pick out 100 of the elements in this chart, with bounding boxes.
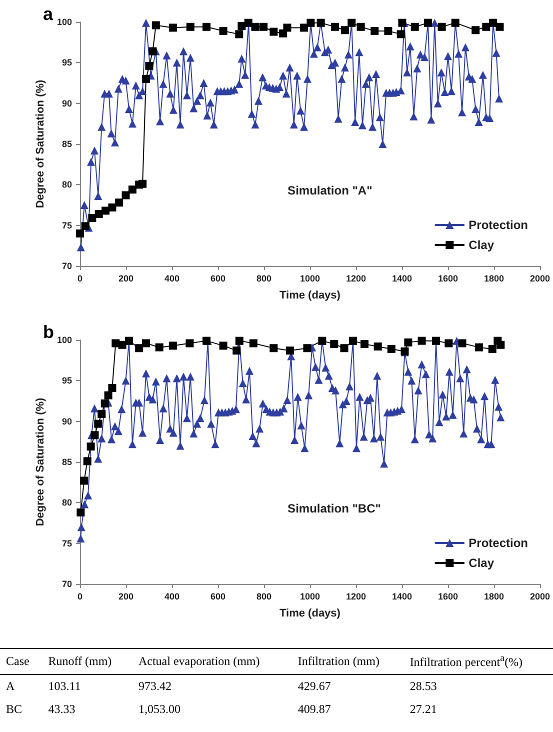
x-tick-label: 0 [77, 274, 83, 284]
point [186, 22, 194, 31]
y-tick-label: 95 [62, 58, 72, 68]
y-tick-label: 85 [62, 457, 72, 467]
point [249, 339, 258, 348]
y-tick-label: 95 [62, 376, 72, 386]
category-label: Case [5, 653, 30, 670]
point [142, 339, 150, 348]
x-tick-label: 1400 [392, 274, 412, 284]
y-tick-label: 75 [62, 538, 72, 548]
point [145, 62, 154, 70]
category-label: Actual evaporation (mm) [137, 653, 261, 670]
point [135, 344, 144, 352]
point [300, 24, 308, 32]
point [374, 342, 382, 351]
x-tick-label: 1600 [438, 274, 458, 284]
point [138, 180, 147, 188]
x-tick-label: 2000 [530, 274, 550, 284]
x-tick-label: 2000 [530, 592, 550, 602]
point [155, 343, 164, 352]
point [384, 26, 392, 35]
point [152, 21, 160, 30]
point [340, 26, 349, 34]
point [90, 431, 99, 440]
point [418, 336, 426, 345]
y-tick-label: 70 [62, 579, 72, 589]
y-tick-label: 85 [62, 139, 72, 149]
point [104, 391, 112, 400]
point [81, 222, 90, 230]
legend-label: Protection [468, 218, 528, 232]
y-tick-label: 100 [56, 335, 72, 345]
x-tick-label: 400 [164, 592, 180, 602]
point [76, 508, 85, 516]
chart-title: b [43, 322, 54, 342]
point [251, 22, 260, 31]
legend-label: Protection [468, 536, 528, 550]
text: BC [6, 702, 22, 716]
x-tick-label: 1200 [346, 592, 366, 602]
point [482, 22, 490, 31]
text: 27.21 [410, 702, 437, 716]
point [168, 342, 177, 350]
point [438, 22, 446, 31]
x-tick-label: 600 [210, 274, 226, 284]
x-tick-label: 200 [118, 274, 134, 284]
x-axis-title: Time (days) [280, 290, 341, 302]
x-tick-label: 1600 [438, 592, 458, 602]
point [128, 186, 136, 194]
point [86, 442, 95, 451]
y-tick-label: 80 [62, 498, 72, 508]
point [340, 344, 348, 352]
y-tick-label: 75 [62, 220, 72, 230]
annotation: Simulation "A" [288, 183, 372, 198]
text: A [6, 679, 15, 693]
point [118, 340, 126, 349]
y-tick-label: 80 [62, 180, 72, 190]
text: 43.33 [48, 702, 76, 716]
point [303, 344, 312, 352]
category-label: Infiltration percent$^{a}$(%) [408, 652, 524, 671]
point [232, 346, 241, 355]
point [488, 344, 496, 353]
point [219, 26, 228, 35]
x-tick-label: 1400 [392, 592, 412, 602]
x-tick-label: 1000 [300, 274, 320, 284]
point [396, 30, 405, 38]
point [444, 339, 453, 348]
point [458, 339, 466, 348]
legend-label: Clay [468, 556, 494, 570]
point [283, 24, 292, 32]
x-tick-label: 1800 [484, 592, 504, 602]
x-tick-label: 1800 [484, 274, 504, 284]
point [496, 22, 504, 31]
point [496, 340, 505, 349]
y-axis-title: Degree of Saturation (%) [34, 397, 46, 526]
point [472, 26, 480, 34]
point [108, 203, 116, 212]
point [186, 339, 194, 348]
point [115, 198, 124, 207]
point [76, 229, 84, 238]
y-tick-label: 70 [62, 261, 72, 271]
text: 409.87 [298, 702, 331, 716]
annotation: Simulation "BC" [288, 501, 381, 516]
x-axis-title: Time (days) [280, 608, 341, 620]
chart-title: a [43, 4, 54, 24]
point [330, 340, 338, 348]
point [83, 457, 92, 466]
y-tick-label: 90 [62, 416, 72, 426]
point [202, 22, 210, 31]
legend-label: Clay [468, 238, 494, 252]
text: 429.67 [298, 679, 331, 693]
y-tick-label: 100 [56, 17, 72, 27]
text: 973.42 [138, 679, 172, 693]
point [475, 343, 484, 352]
x-tick-label: 0 [77, 592, 83, 602]
category-label: Runoff (mm) [47, 653, 113, 670]
point [94, 420, 102, 428]
point [360, 340, 369, 348]
point [80, 476, 88, 485]
point [356, 22, 365, 31]
point [88, 214, 96, 222]
x-tick-label: 200 [118, 592, 134, 602]
